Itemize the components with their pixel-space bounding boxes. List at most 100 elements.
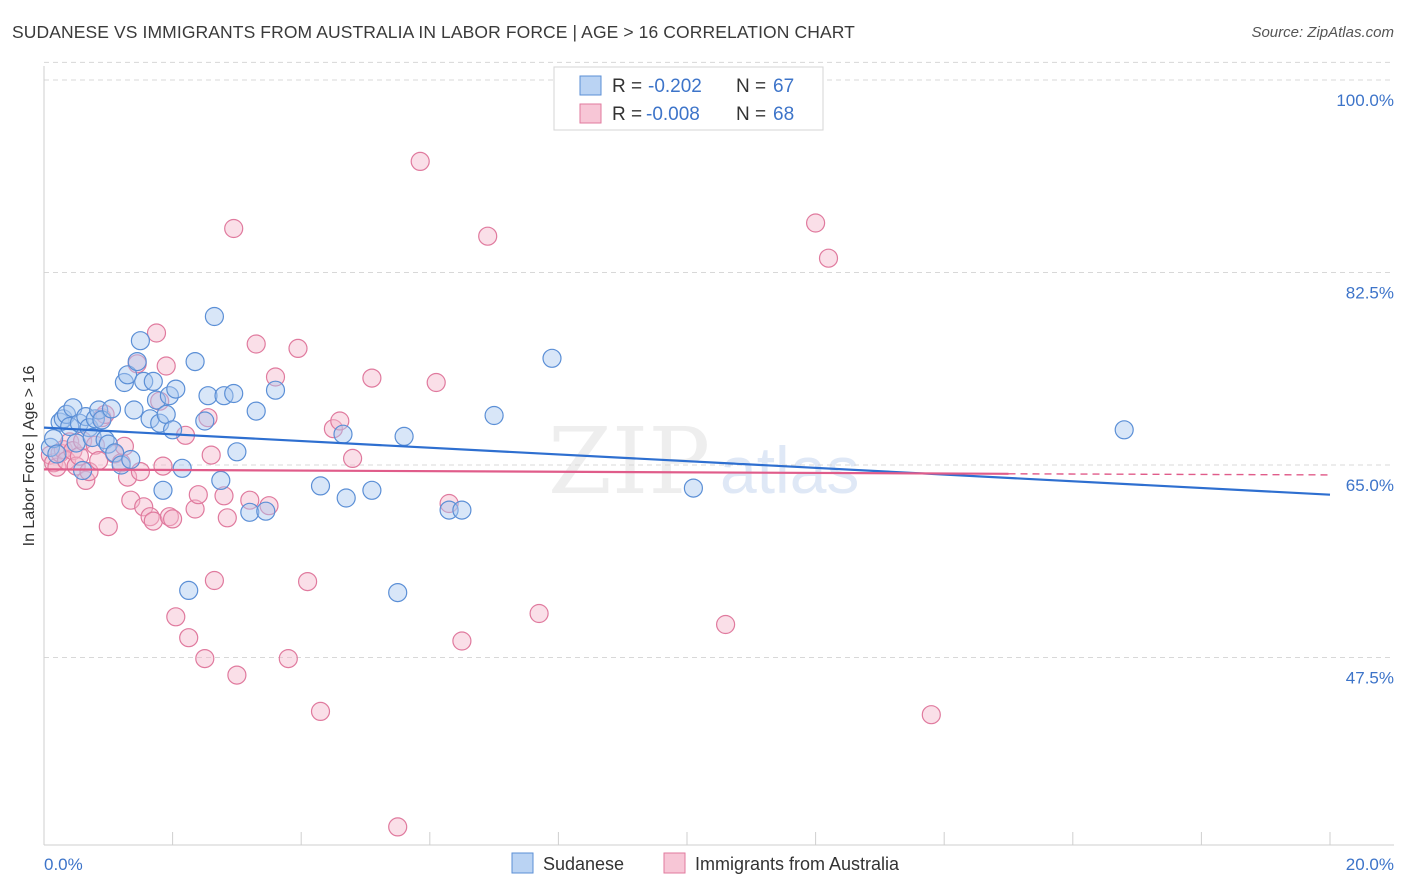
point-sudanese-38 xyxy=(172,458,192,478)
point-sudanese-59 xyxy=(452,500,472,520)
point-australia-58 xyxy=(362,368,382,388)
point-australia-59 xyxy=(388,817,408,837)
point-australia-54 xyxy=(310,701,331,722)
point-sudanese-48 xyxy=(240,502,260,522)
legend-r-label-1: R = xyxy=(612,76,642,97)
point-sudanese-8 xyxy=(66,433,86,453)
point-sudanese-61 xyxy=(542,348,562,368)
point-australia-57 xyxy=(343,448,363,468)
legend-n-label-1: N = xyxy=(736,76,766,97)
point-australia-64 xyxy=(478,226,498,246)
point-sudanese-54 xyxy=(336,488,356,508)
point-sudanese-41 xyxy=(195,411,215,431)
point-australia-68 xyxy=(818,248,839,268)
bottom-legend-label-australia: Immigrants from Australia xyxy=(695,854,900,874)
point-australia-60 xyxy=(410,151,430,171)
point-sudanese-62 xyxy=(683,478,704,498)
y-tick-label-3: 100.0% xyxy=(1336,91,1394,110)
point-australia-39 xyxy=(195,648,215,669)
point-australia-45 xyxy=(224,218,244,239)
point-australia-12 xyxy=(79,462,99,482)
point-australia-50 xyxy=(265,367,286,387)
point-australia-30 xyxy=(153,456,173,476)
bottom-legend-swatch-blue xyxy=(511,852,534,874)
y-axis-label: In Labor Force | Age > 16 xyxy=(21,366,38,547)
point-australia-36 xyxy=(179,628,199,648)
legend-r-value-2: -0.008 xyxy=(646,104,700,125)
point-australia-69 xyxy=(921,705,941,725)
point-sudanese-53 xyxy=(333,424,353,444)
point-australia-42 xyxy=(204,570,224,591)
point-australia-40 xyxy=(198,408,218,428)
chart-title: SUDANESE VS IMMIGRANTS FROM AUSTRALIA IN… xyxy=(12,22,855,42)
point-sudanese-40 xyxy=(185,352,205,372)
y-tick-label-2: 82.5% xyxy=(1346,284,1394,303)
point-australia-44 xyxy=(217,508,237,528)
point-sudanese-47 xyxy=(227,442,247,462)
point-sudanese-1 xyxy=(43,429,64,449)
point-australia-31 xyxy=(156,356,176,376)
point-sudanese-43 xyxy=(204,306,224,327)
point-sudanese-51 xyxy=(265,380,286,400)
point-sudanese-27 xyxy=(130,331,150,351)
x-ticks xyxy=(43,832,1331,845)
point-australia-14 xyxy=(89,451,109,471)
point-australia-65 xyxy=(529,603,549,624)
point-australia-33 xyxy=(163,509,183,529)
point-sudanese-23 xyxy=(117,365,138,385)
legend-swatch-blue xyxy=(579,75,602,96)
point-sudanese-44 xyxy=(211,470,231,490)
point-sudanese-29 xyxy=(140,409,160,429)
point-australia-25 xyxy=(134,497,154,517)
point-sudanese-3 xyxy=(50,412,70,432)
bottom-legend-label-sudanese: Sudanese xyxy=(543,854,624,874)
point-australia-46 xyxy=(227,665,247,685)
x-tick-label-min: 0.0% xyxy=(44,855,83,874)
point-sudanese-50 xyxy=(256,501,276,521)
point-sudanese-56 xyxy=(388,582,408,603)
legend-n-value-2: 68 xyxy=(773,104,794,125)
legend-n-value-1: 67 xyxy=(773,76,794,97)
y-tick-label-0: 47.5% xyxy=(1346,669,1394,688)
point-australia-51 xyxy=(278,648,298,669)
y-tick-labels: 47.5% 65.0% 82.5% 100.0% xyxy=(1336,91,1394,688)
point-australia-48 xyxy=(246,334,266,354)
point-sudanese-52 xyxy=(310,476,331,496)
bottom-legend: Sudanese Immigrants from Australia xyxy=(511,852,900,874)
point-sudanese-55 xyxy=(362,480,382,500)
trend-line-australia-dashed xyxy=(1008,473,1331,476)
x-tick-label-max: 20.0% xyxy=(1346,855,1394,874)
point-australia-53 xyxy=(298,571,318,592)
point-sudanese-2 xyxy=(47,444,67,464)
point-sudanese-60 xyxy=(484,405,504,426)
legend-r-label-2: R = xyxy=(612,104,642,125)
gridlines xyxy=(44,61,1394,658)
point-sudanese-28 xyxy=(134,371,154,391)
chart-source: Source: ZipAtlas.com xyxy=(1251,24,1394,41)
point-australia-49 xyxy=(259,496,279,516)
point-sudanese-24 xyxy=(121,449,141,470)
point-australia-17 xyxy=(98,516,118,537)
point-sudanese-22 xyxy=(114,372,135,393)
point-australia-67 xyxy=(805,213,826,233)
point-australia-52 xyxy=(288,338,308,358)
legend-r-value-1: -0.202 xyxy=(648,76,702,97)
point-sudanese-19 xyxy=(101,399,122,419)
point-australia-32 xyxy=(159,507,179,527)
point-australia-27 xyxy=(143,511,163,531)
point-australia-34 xyxy=(166,607,186,627)
point-australia-37 xyxy=(185,499,205,519)
point-australia-38 xyxy=(188,485,208,505)
trend-line-sudanese xyxy=(43,426,1331,496)
point-sudanese-16 xyxy=(92,410,112,430)
point-australia-66 xyxy=(715,614,736,635)
bottom-legend-swatch-pink xyxy=(663,852,686,874)
point-sudanese-26 xyxy=(127,352,147,372)
point-australia-55 xyxy=(323,419,343,439)
legend-n-label-2: N = xyxy=(736,104,766,125)
point-australia-28 xyxy=(146,323,167,343)
point-sudanese-25 xyxy=(124,400,144,420)
point-sudanese-37 xyxy=(166,379,186,399)
point-sudanese-57 xyxy=(394,426,414,446)
